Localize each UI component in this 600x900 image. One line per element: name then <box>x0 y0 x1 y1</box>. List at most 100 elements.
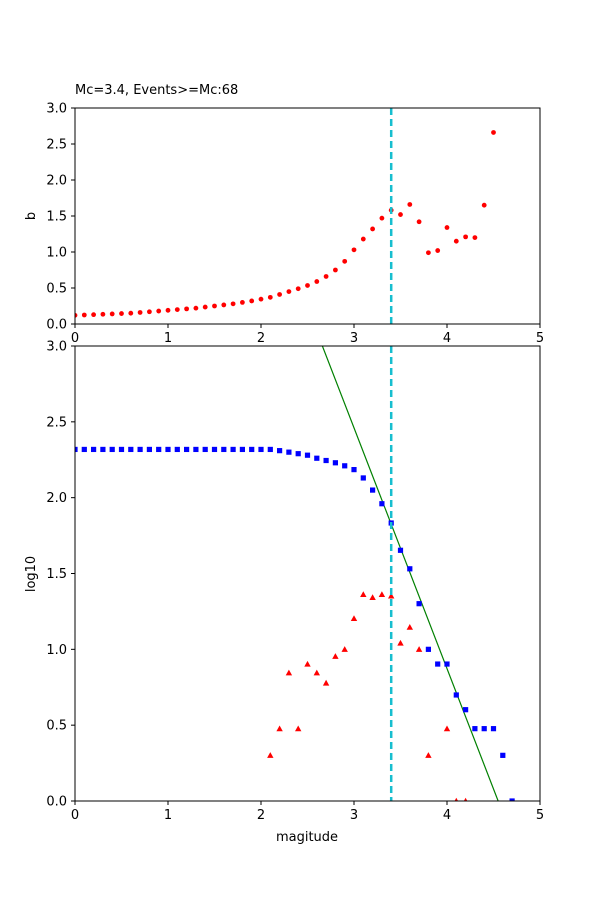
data-point-triangle <box>369 594 376 601</box>
x-tick-label: 3 <box>350 331 358 346</box>
data-point-triangle <box>295 725 302 732</box>
data-point-square <box>379 501 385 507</box>
data-point-triangle <box>443 725 451 732</box>
data-point <box>100 311 106 317</box>
data-point <box>277 292 282 297</box>
data-point-triangle <box>304 660 311 667</box>
data-point-square <box>165 446 171 453</box>
data-point-square <box>118 446 125 453</box>
data-point-triangle <box>360 591 367 597</box>
b-panel-ylabel: b <box>24 212 39 220</box>
data-point-square <box>267 446 273 453</box>
fmd-panel-ylabel: log10 <box>24 556 39 592</box>
data-point-triangle <box>322 679 330 686</box>
data-point-square <box>500 752 506 758</box>
data-point <box>314 279 320 284</box>
data-point-square <box>91 446 97 453</box>
data-point-triangle <box>341 646 348 652</box>
data-point <box>435 248 441 253</box>
data-point-triangle <box>285 669 293 676</box>
data-point-triangle <box>463 797 468 801</box>
data-point-triangle <box>276 725 283 732</box>
data-point-square <box>351 467 357 473</box>
y-tick-label: 1.5 <box>46 210 67 225</box>
data-point-square <box>146 446 152 453</box>
data-point-triangle <box>350 615 358 621</box>
data-point-square <box>314 455 320 461</box>
data-point-square <box>193 446 199 453</box>
data-point <box>481 202 487 208</box>
data-point <box>156 308 162 314</box>
data-point-square <box>304 452 311 458</box>
y-tick-label: 2.5 <box>46 415 67 430</box>
data-point-square <box>509 798 515 801</box>
data-point-triangle <box>267 752 274 758</box>
data-point-square <box>453 692 459 698</box>
data-point <box>137 310 143 315</box>
data-point-square <box>463 707 469 713</box>
data-point <box>333 267 338 273</box>
data-point-triangle <box>415 646 423 652</box>
data-point-square <box>360 475 366 481</box>
data-point <box>128 310 134 316</box>
data-point <box>109 311 115 317</box>
data-point-square <box>239 446 245 453</box>
data-point <box>453 238 459 244</box>
x-tick-label: 0 <box>71 331 79 346</box>
data-point-square <box>202 446 208 453</box>
data-point-triangle <box>388 592 395 599</box>
data-point <box>370 226 375 232</box>
data-point <box>230 301 236 307</box>
data-point-square <box>221 446 227 453</box>
data-point-square <box>211 446 218 453</box>
data-point-square <box>444 661 450 667</box>
data-point-square <box>81 446 87 453</box>
b-panel-title: Mc=3.4, Events>=Mc:68 <box>75 83 238 98</box>
data-point <box>258 296 264 302</box>
data-point <box>81 312 87 318</box>
data-point <box>193 305 199 311</box>
data-point <box>351 247 357 253</box>
y-tick-label: 0.5 <box>46 282 67 297</box>
y-tick-label: 2.0 <box>46 174 67 189</box>
data-point <box>295 286 301 292</box>
data-point-square <box>184 446 190 453</box>
data-point-square <box>472 726 478 732</box>
data-point <box>416 219 422 225</box>
data-point-triangle <box>397 639 404 646</box>
data-point-triangle <box>378 591 386 597</box>
data-point-square <box>230 446 236 453</box>
data-point-triangle <box>406 623 413 630</box>
data-point-square <box>323 457 329 464</box>
data-point <box>202 304 208 310</box>
y-tick-label: 2.5 <box>46 138 67 153</box>
data-point <box>267 294 273 300</box>
data-point-square <box>295 451 301 457</box>
data-point <box>323 274 329 279</box>
fit-line <box>321 346 499 801</box>
x-tick-label: 5 <box>536 331 544 346</box>
y-tick-label: 0.0 <box>46 318 67 333</box>
data-point-square <box>277 448 283 454</box>
x-tick-label: 4 <box>443 808 451 823</box>
data-point <box>342 258 348 264</box>
data-point-triangle <box>332 653 339 659</box>
data-point <box>426 250 431 256</box>
data-point <box>240 300 245 305</box>
data-point <box>91 312 96 318</box>
y-tick-label: 0.0 <box>46 795 67 810</box>
data-point <box>444 225 450 230</box>
x-tick-label: 3 <box>350 808 358 823</box>
data-point-square <box>174 446 180 453</box>
data-point-square <box>397 547 404 553</box>
fmd-panel-xlabel: magitude <box>276 830 338 845</box>
data-point-square <box>407 566 413 572</box>
frequency-magnitude-panel: log10 magitude 0 1 2 3 4 5 0.0 0.5 1.0 1.5 2.0 2.5 3… <box>24 340 544 846</box>
x-tick-label: 1 <box>164 808 172 823</box>
b-value-panel: Mc=3.4, Events>=Mc:68 b 0 1 2 3 4 5 0.0 0.5 1.0 1… <box>24 83 544 346</box>
data-point-square <box>137 446 143 453</box>
data-point <box>184 306 190 312</box>
data-point-square <box>75 446 78 453</box>
